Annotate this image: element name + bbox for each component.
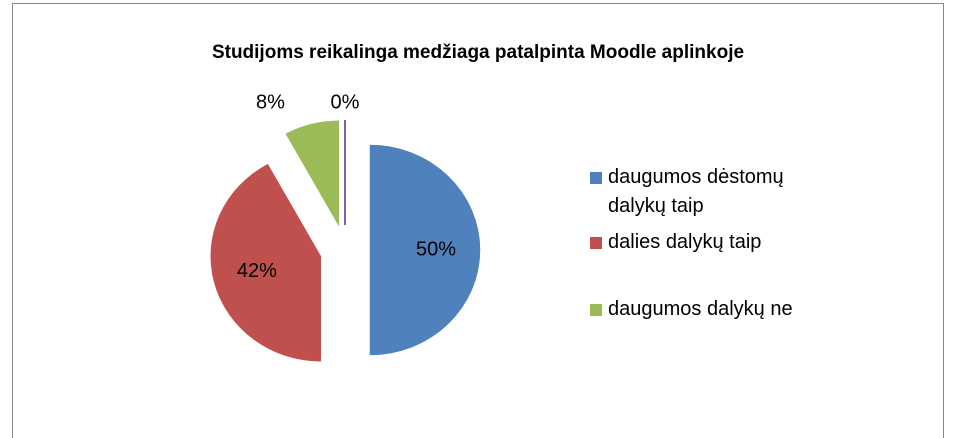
data-label: 8% xyxy=(256,91,285,113)
legend-label: daugumos dėstomų dalykų taip xyxy=(608,166,784,217)
data-label: 50% xyxy=(416,238,456,260)
legend: daugumos dėstomų dalykų taip dalies dalyk… xyxy=(590,163,840,324)
data-label: 42% xyxy=(237,260,277,282)
chart-border xyxy=(12,3,944,438)
pie-slice xyxy=(285,120,340,227)
pie-slice xyxy=(369,144,481,356)
chart-title: Studijoms reikalinga medžiaga patalpinta… xyxy=(211,42,745,63)
data-label: 0% xyxy=(331,91,360,113)
legend-label: daugumos dalykų ne xyxy=(608,298,793,320)
legend-item: daugumos dėstomų dalykų taip xyxy=(590,163,840,221)
legend-swatch xyxy=(590,172,602,184)
legend-item: dalies dalykų taip xyxy=(590,228,840,257)
legend-item: daugumos dalykų ne xyxy=(590,295,840,324)
pie-slice xyxy=(210,163,322,362)
legend-label: dalies dalykų taip xyxy=(608,231,762,253)
legend-swatch xyxy=(590,237,602,249)
legend-swatch xyxy=(590,304,602,316)
